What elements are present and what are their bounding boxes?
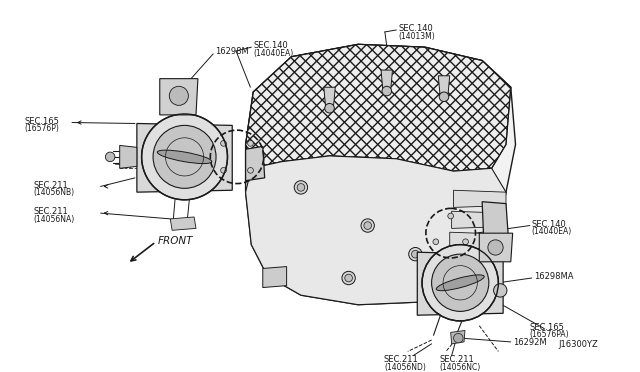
Circle shape [422,245,499,321]
Circle shape [463,239,468,245]
Circle shape [294,181,308,194]
Text: (16576P): (16576P) [24,125,59,134]
Circle shape [488,240,503,255]
Polygon shape [160,78,198,115]
Text: SEC.211: SEC.211 [34,181,68,190]
Text: 16292M: 16292M [513,338,547,347]
Polygon shape [246,44,516,305]
Polygon shape [452,211,506,228]
Polygon shape [417,252,503,315]
Polygon shape [454,190,506,208]
Circle shape [454,333,463,343]
Polygon shape [170,217,196,230]
Circle shape [248,141,253,146]
Circle shape [361,219,374,232]
Polygon shape [381,70,392,91]
Polygon shape [246,146,265,181]
Polygon shape [451,330,465,344]
Polygon shape [246,156,506,305]
Text: (14040EA): (14040EA) [253,49,294,58]
Polygon shape [246,44,511,171]
Polygon shape [479,233,513,262]
Circle shape [153,125,216,188]
Circle shape [342,271,355,285]
Circle shape [324,103,334,113]
Text: SEC.165: SEC.165 [24,117,59,126]
Polygon shape [137,124,232,192]
Text: SEC.165: SEC.165 [530,323,564,332]
Text: SEC.211: SEC.211 [384,355,419,364]
Text: 16292M: 16292M [118,162,152,171]
Circle shape [297,183,305,191]
Circle shape [433,239,438,245]
Text: (16576PA): (16576PA) [530,330,570,340]
Text: FRONT: FRONT [158,236,193,246]
Circle shape [439,92,449,102]
Circle shape [141,114,227,200]
Text: 16298M: 16298M [215,47,249,56]
Text: (14056NA): (14056NA) [34,215,75,224]
Circle shape [409,247,422,261]
Text: 16298MA: 16298MA [534,272,573,281]
Text: SEC.140: SEC.140 [253,41,288,51]
Circle shape [221,141,227,146]
Ellipse shape [157,150,212,164]
Circle shape [448,213,454,219]
Polygon shape [450,232,505,249]
Polygon shape [448,251,501,269]
Text: (14056ND): (14056ND) [384,363,426,372]
Circle shape [412,250,419,258]
Circle shape [248,167,253,173]
Polygon shape [263,267,287,288]
Text: (14013M): (14013M) [398,32,435,41]
Circle shape [431,254,489,311]
Ellipse shape [436,275,484,291]
Polygon shape [324,87,335,108]
Text: SEC.211: SEC.211 [34,208,68,217]
Circle shape [364,222,371,230]
Circle shape [221,167,227,173]
Circle shape [493,284,507,297]
Text: SEC.211: SEC.211 [439,355,474,364]
Text: J16300YZ: J16300YZ [559,340,598,349]
Polygon shape [482,202,509,247]
Polygon shape [438,76,450,97]
Circle shape [345,274,353,282]
Polygon shape [120,145,137,168]
Text: SEC.140: SEC.140 [532,220,566,229]
Text: SEC.140: SEC.140 [398,24,433,33]
Text: (14056NC): (14056NC) [439,363,481,372]
Text: (14056NB): (14056NB) [34,188,75,197]
Circle shape [170,86,188,105]
Text: (14040EA): (14040EA) [532,227,572,237]
Circle shape [382,86,392,96]
Circle shape [106,152,115,162]
